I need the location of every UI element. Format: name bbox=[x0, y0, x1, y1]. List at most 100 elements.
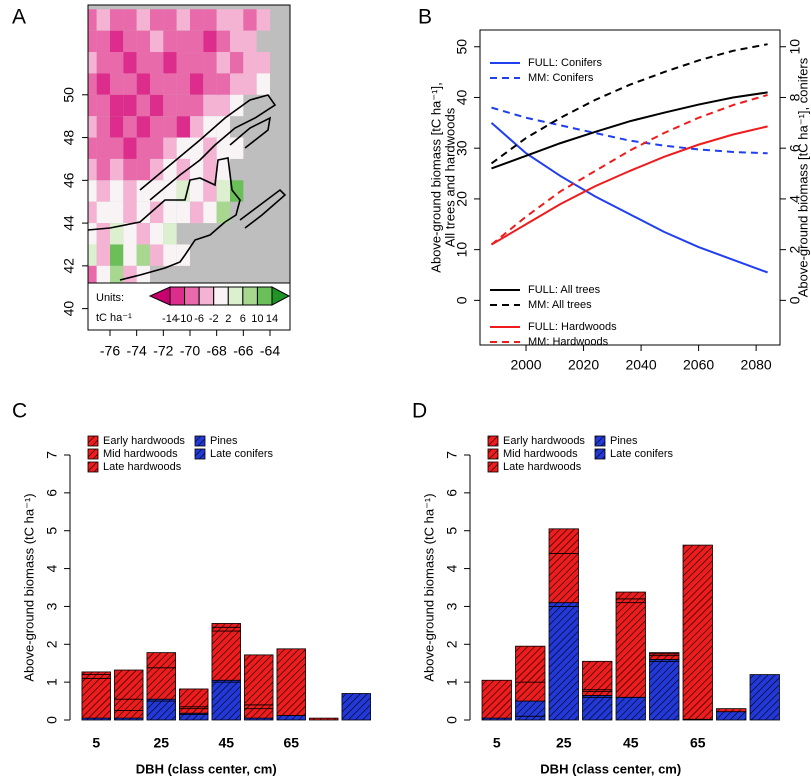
map-cell bbox=[216, 52, 230, 74]
map-cell bbox=[256, 73, 270, 95]
y-tick-label: 6 bbox=[44, 489, 60, 497]
map-cell bbox=[123, 244, 137, 266]
bar-segment bbox=[309, 717, 339, 721]
x-tick-label: 45 bbox=[623, 735, 639, 751]
map-cell bbox=[230, 94, 244, 117]
map-cell bbox=[110, 180, 124, 202]
map-cell bbox=[163, 94, 177, 117]
map-cell bbox=[110, 94, 124, 117]
map-cell bbox=[243, 52, 257, 74]
y-axis-label: Above-ground biomass [tC ha⁻¹], bbox=[428, 82, 443, 272]
series-line bbox=[490, 125, 768, 246]
bar-segment bbox=[548, 553, 579, 604]
y-tick-label: 10 bbox=[454, 242, 470, 258]
bar-segment bbox=[146, 667, 176, 700]
x-axis-label: DBH (class center, cm) bbox=[136, 761, 277, 776]
bar-segment bbox=[615, 602, 646, 698]
map-cell bbox=[163, 201, 177, 224]
bar-segment bbox=[276, 715, 306, 721]
map-cell bbox=[176, 30, 190, 53]
map-cell bbox=[230, 52, 244, 74]
bar-segment bbox=[582, 696, 613, 721]
map-cell bbox=[96, 265, 110, 288]
bar-segment bbox=[179, 713, 209, 721]
x-tick-label: 65 bbox=[283, 735, 299, 751]
map-cell bbox=[96, 137, 110, 159]
bar-segment bbox=[749, 674, 780, 721]
map-cell bbox=[136, 94, 150, 117]
bar-segment bbox=[515, 681, 546, 702]
bar-segment bbox=[114, 698, 144, 711]
map-cell bbox=[190, 73, 204, 95]
map-cell bbox=[163, 73, 177, 95]
bar-segment bbox=[548, 602, 579, 607]
map-cell bbox=[123, 9, 137, 31]
y-tick-label: 50 bbox=[454, 39, 470, 55]
map-cell bbox=[110, 116, 124, 138]
legend-swatch bbox=[594, 448, 606, 460]
y-tick-label: 5 bbox=[44, 527, 60, 535]
coastline bbox=[139, 94, 277, 201]
map-cell bbox=[88, 52, 97, 74]
bar-segment bbox=[211, 626, 241, 632]
map-cell bbox=[136, 158, 150, 181]
x-tick-label: -64 bbox=[260, 343, 280, 359]
bar-segment bbox=[615, 696, 646, 721]
panel-letter: C bbox=[12, 400, 27, 423]
map-cell bbox=[243, 30, 257, 53]
map-cell bbox=[216, 30, 230, 53]
y-tick-label: 6 bbox=[444, 489, 460, 497]
map-cell bbox=[216, 201, 230, 224]
map-cell bbox=[230, 30, 244, 53]
y2-tick-label: 4 bbox=[787, 195, 803, 203]
y-tick-label: 30 bbox=[454, 140, 470, 156]
map-cell bbox=[123, 158, 137, 181]
map-cell bbox=[123, 52, 137, 74]
map-cell bbox=[216, 137, 230, 159]
map-cell bbox=[136, 201, 150, 224]
map-cell bbox=[110, 201, 124, 224]
bar-segment bbox=[341, 693, 371, 721]
map-cell bbox=[136, 9, 150, 31]
y2-axis-label: Above-ground biomass [tC ha⁻¹], conifers bbox=[795, 57, 810, 297]
legend-label: Late conifers bbox=[610, 448, 673, 460]
map-cell bbox=[96, 94, 110, 117]
legend-swatch bbox=[87, 448, 99, 460]
y-tick-label: 7 bbox=[44, 451, 60, 459]
bar-segment bbox=[114, 669, 144, 700]
legend-label: Pines bbox=[610, 435, 638, 447]
map-cell bbox=[136, 30, 150, 53]
colorbar-label: -2 bbox=[209, 313, 219, 325]
x-tick-label: -66 bbox=[233, 343, 253, 359]
colorbar-title: Units: bbox=[96, 292, 124, 304]
legend-label: FULL: Hardwoods bbox=[528, 321, 617, 333]
bar-segment bbox=[615, 598, 646, 604]
map-cell bbox=[110, 158, 124, 181]
map-cell bbox=[203, 52, 217, 74]
map-cell bbox=[150, 30, 164, 53]
colorbar-unit: tC ha⁻¹ bbox=[96, 312, 132, 324]
map-cell bbox=[96, 52, 110, 74]
x-tick-label: 5 bbox=[92, 735, 100, 751]
map-cell bbox=[163, 137, 177, 159]
map-cell bbox=[176, 52, 190, 74]
map-cell bbox=[150, 52, 164, 74]
y2-tick-label: 2 bbox=[787, 246, 803, 254]
map-cell bbox=[123, 73, 137, 95]
map-cell bbox=[150, 244, 164, 266]
map-cell bbox=[96, 9, 110, 31]
map-cell bbox=[110, 244, 124, 266]
map-cell bbox=[203, 94, 217, 117]
map-cell bbox=[88, 158, 97, 181]
y-tick-label: 4 bbox=[444, 564, 460, 572]
x-tick-label: 25 bbox=[153, 735, 169, 751]
map-cell bbox=[243, 9, 257, 31]
x-axis-label: DBH (class center, cm) bbox=[540, 761, 681, 776]
x-tick-label: 65 bbox=[690, 735, 706, 751]
legend-label: MM: All trees bbox=[528, 299, 592, 311]
plot-frame bbox=[479, 29, 781, 346]
map-cell bbox=[256, 9, 270, 31]
y-tick-label: 3 bbox=[44, 602, 60, 610]
legend-label: Mid hardwoods bbox=[503, 448, 578, 460]
map-cell bbox=[216, 158, 230, 181]
